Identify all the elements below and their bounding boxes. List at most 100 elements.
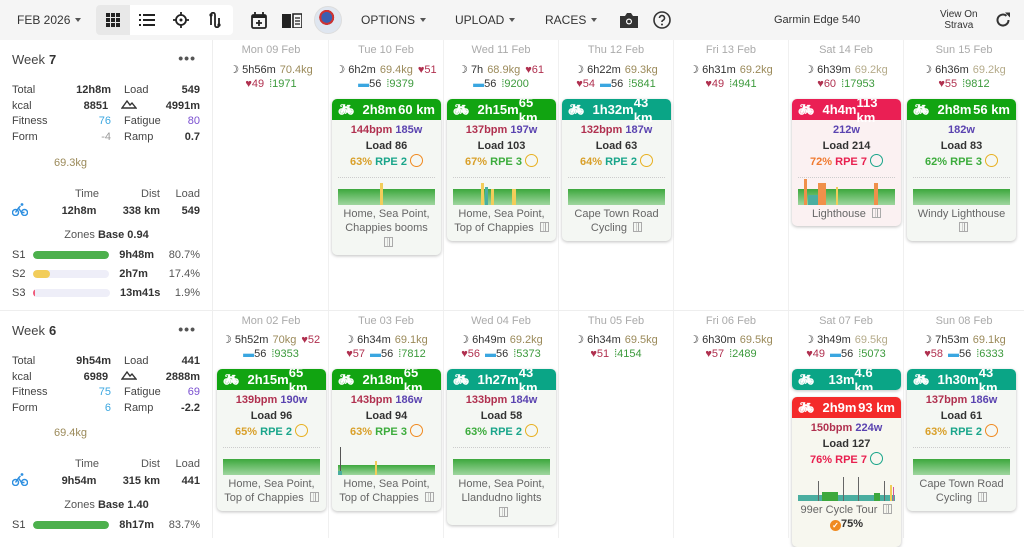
day-cell[interactable]: Sat 14 Feb ☽ 6h39m 69.2kg ♥60 ⁞17953 🚲︎ 4h4…	[789, 40, 904, 310]
ride-time: 9h54m	[61, 475, 97, 487]
day-cell[interactable]: Mon 09 Feb ☽ 5h56m 70.4kg ♥49 ⁞1971	[214, 40, 329, 310]
refresh-icon	[996, 12, 1010, 27]
wellness-line: ☽ 7h 68.9kg ♥61	[458, 64, 544, 76]
hrv-icon: ▬	[599, 78, 611, 90]
screenshot-button[interactable]	[618, 9, 640, 31]
activity-card[interactable]: 🚲︎ 2h8m 56 km 182w Load 83 62% RPE 3 Windy…	[907, 99, 1016, 241]
activity-card[interactable]: 🚲︎ 1h32m 43 km 132bpm 187w Load 63 64% RPE…	[562, 99, 671, 241]
more-options-icon[interactable]: •••	[178, 321, 196, 337]
avatar[interactable]	[314, 6, 342, 34]
help-button[interactable]	[651, 9, 673, 31]
wellness-line: ▬56 ⁞9379	[358, 78, 414, 90]
more-options-icon[interactable]: •••	[178, 50, 196, 66]
day-cell[interactable]: Thu 05 Feb ☽ 6h34m 69.5kg ♥51 ⁞4154	[559, 311, 674, 538]
week-weight: 69.4kg	[54, 427, 88, 439]
day-cell[interactable]: Wed 04 Feb ☽ 6h49m 69.2kg ♥56 ▬56 ⁞5373 🚲︎ 1…	[444, 311, 559, 538]
activity-card[interactable]: 🚲︎ 1h30m 43 km 137bpm 186w Load 61 63% RPE…	[907, 369, 1016, 511]
mountain-icon	[120, 99, 166, 115]
target-view-button[interactable]	[164, 5, 198, 35]
steps-icon: ⁞	[841, 78, 845, 90]
steps-icon: ⁞	[398, 348, 402, 360]
route-view-button[interactable]	[198, 5, 232, 35]
month-label: FEB 2026	[17, 13, 71, 27]
add-calendar-button[interactable]	[248, 9, 270, 31]
activity-header: 🚲︎ 1h30m 43 km	[907, 369, 1016, 395]
form-value: -4	[101, 130, 111, 143]
zones-header: Zones Base 1.40	[64, 499, 149, 511]
activity-card[interactable]: 🚲︎ 1h27m 43 km 133bpm 184w Load 58 63% RPE…	[447, 369, 556, 525]
wellness-line: ♥56 ▬56 ⁞5373	[461, 348, 541, 360]
activity-card[interactable]: 🚲︎ 4h4m 113 km 212w Load 214 72% RPE 7 Lig…	[792, 99, 901, 226]
power-chart	[913, 446, 1010, 475]
steps-icon: ⁞	[729, 348, 733, 360]
sport-headers: Time Dist Load	[74, 188, 200, 200]
activity-card[interactable]: 🚲︎ 2h18m 65 km 143bpm 186w Load 94 63% RPE…	[332, 369, 441, 511]
bike-icon: 🚲︎	[223, 371, 240, 387]
map-icon	[978, 492, 988, 502]
notes-button[interactable]	[281, 9, 303, 31]
map-icon	[633, 222, 643, 232]
races-menu[interactable]: RACES	[545, 13, 598, 27]
activity-card-short[interactable]: 🚲︎ 13m 4.6 km	[792, 369, 901, 390]
heart-icon: ♥	[817, 78, 824, 90]
zone-row: S1 9h48m 80.7%	[12, 249, 200, 261]
day-date: Fri 13 Feb	[705, 44, 757, 56]
day-cell[interactable]: Tue 03 Feb ☽ 6h34m 69.1kg ♥57 ▬56 ⁞7812 🚲︎ 2…	[329, 311, 444, 538]
activity-card[interactable]: 🚲︎ 2h15m 65 km 137bpm 197w Load 103 67% RP…	[447, 99, 556, 241]
steps-icon: ⁞	[614, 348, 618, 360]
day-cell[interactable]: Tue 10 Feb ☽ 6h2m 69.4kg ♥51 ▬56 ⁞9379 🚲︎ 2h…	[329, 40, 444, 310]
power-chart	[798, 176, 895, 205]
power-chart	[453, 176, 550, 205]
form-value: 6	[104, 401, 111, 414]
grid-view-icon	[106, 13, 120, 27]
steps-icon: ⁞	[386, 78, 390, 90]
map-icon	[958, 222, 968, 232]
upload-menu[interactable]: UPLOAD	[455, 13, 516, 27]
day-cell[interactable]: Mon 02 Feb ☽ 5h52m 70kg ♥52 ▬56 ⁞9353 🚲︎ 2h1…	[214, 311, 329, 538]
hrv-icon: ▬	[358, 78, 370, 90]
options-menu[interactable]: OPTIONS	[361, 13, 427, 27]
day-date: Wed 04 Feb	[471, 315, 531, 327]
bike-icon: 🚲︎	[338, 101, 355, 117]
activity-header: 🚲︎ 2h15m 65 km	[447, 99, 556, 125]
wellness-line: ☽ 6h34m 69.5kg	[574, 334, 658, 346]
day-cell[interactable]: Sun 08 Feb ☽ 7h53m 69.1kg ♥58 ▬56 ⁞6333 🚲︎ 1…	[904, 311, 1024, 538]
day-cell[interactable]: Sun 15 Feb ☽ 6h36m 69.2kg ♥55 ⁞9812 🚲︎ 2h8m…	[904, 40, 1024, 310]
list-view-button[interactable]	[130, 5, 164, 35]
day-cell[interactable]: Thu 12 Feb ☽ 6h22m 69.3kg ♥54 ▬56 ⁞5841 🚲︎ 1…	[559, 40, 674, 310]
day-cell[interactable]: Wed 11 Feb ☽ 7h 68.9kg ♥61 ▬56 ⁞9200 🚲︎ 2h15…	[444, 40, 559, 310]
hrv-icon: ▬	[473, 78, 485, 90]
bike-icon: 🚲︎	[798, 101, 815, 117]
heart-icon: ♥	[590, 348, 597, 360]
wellness-line: ♥49 ⁞4941	[705, 78, 757, 90]
week-summary: Week 6 ••• Total 9h54m Load 441 kcal 6989 2888…	[0, 311, 213, 538]
hrv-icon: ▬	[947, 348, 959, 360]
day-cell[interactable]: Fri 13 Feb ☽ 6h31m 69.2kg ♥49 ⁞4941	[674, 40, 789, 310]
fatigue-label: Fatigue	[124, 115, 161, 127]
power-chart	[223, 446, 320, 475]
sport-totals-ride: 12h8m 338 km 549	[11, 203, 200, 219]
refresh-button[interactable]	[992, 9, 1014, 31]
neutral-face-icon	[294, 424, 308, 437]
week-title: Week 7	[12, 52, 57, 67]
day-cell[interactable]: Sat 07 Feb ☽ 3h49m 69.5kg ♥49 ▬56 ⁞5073 🚲︎ 1…	[789, 311, 904, 547]
activity-card[interactable]: 🚲︎ 2h8m 60 km 144bpm 185w Load 86 63% RPE …	[332, 99, 441, 255]
neutral-face-icon	[639, 154, 653, 167]
month-selector[interactable]: FEB 2026	[17, 13, 82, 27]
zones-header: Zones Base 0.94	[64, 229, 149, 241]
power-chart	[338, 176, 435, 205]
day-cell[interactable]: Fri 06 Feb ☽ 6h30m 69.5kg ♥57 ⁞2489	[674, 311, 789, 538]
view-on-strava-link[interactable]: View On Strava	[940, 9, 978, 31]
activity-card[interactable]: 🚲︎ 2h15m 65 km 139bpm 190w Load 96 65% RPE…	[217, 369, 326, 511]
view-toggle-group	[96, 5, 233, 35]
steps-icon: ⁞	[269, 78, 273, 90]
fitness-label: Fitness	[12, 115, 48, 127]
happy-face-icon	[869, 452, 883, 465]
grid-view-button[interactable]	[96, 5, 130, 35]
activity-header: 🚲︎ 4h4m 113 km	[792, 99, 901, 125]
mountain-icon	[120, 370, 166, 386]
wellness-line: ♥57 ⁞2489	[705, 348, 757, 360]
week-row-7: Week 7 ••• Total 12h8m Load 549 kcal 8851 4991…	[0, 40, 1024, 311]
wellness-line: ▬56 ⁞9200	[473, 78, 529, 90]
activity-card[interactable]: 🚲︎ 2h9m 93 km 150bpm 224w Load 127 76% RPE…	[792, 397, 901, 547]
